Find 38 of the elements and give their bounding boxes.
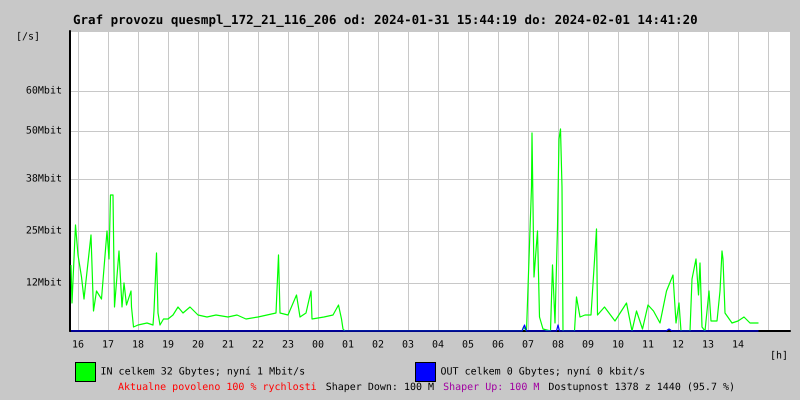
text: Dostupnost 1378 z 1440 (95.7 %) — [548, 382, 736, 393]
x-tick-label: 08 — [552, 340, 564, 350]
x-tick-label: 03 — [402, 340, 414, 350]
y-tick-label: 25Mbit — [26, 226, 62, 236]
x-tick-label: 05 — [462, 340, 474, 350]
x-tick-label: 13 — [702, 340, 714, 350]
x-axis-title: [h] — [770, 350, 788, 362]
x-tick-label: 20 — [192, 340, 204, 350]
legend-label: OUT celkem 0 Gbytes; nyní 0 kbit/s — [440, 366, 646, 378]
x-tick-label: 11 — [642, 340, 654, 350]
x-tick-label: 14 — [732, 340, 744, 350]
x-tick-label: 22 — [252, 340, 264, 350]
x-tick-label: 04 — [432, 340, 444, 350]
x-tick-label: 10 — [612, 340, 624, 350]
x-tick-label: 02 — [372, 340, 384, 350]
text: Shaper Down: 100 M — [326, 382, 434, 393]
x-tick-label: 16 — [72, 340, 84, 350]
legend-label: IN celkem 32 Gbytes; nyní 1 Mbit/s — [100, 366, 306, 378]
x-tick-label: 01 — [342, 340, 354, 350]
x-tick-label: 18 — [132, 340, 144, 350]
y-axis-title: [/s] — [16, 32, 40, 42]
x-tick-label: 19 — [162, 340, 174, 350]
x-tick-label: 07 — [522, 340, 534, 350]
text: Aktualne povoleno 100 % rychlosti — [118, 382, 317, 393]
y-tick-label: 50Mbit — [26, 126, 62, 136]
x-tick-label: 09 — [582, 340, 594, 350]
y-tick-label: 60Mbit — [26, 86, 62, 96]
x-tick-label: 06 — [492, 340, 504, 350]
x-tick-label: 23 — [282, 340, 294, 350]
x-tick-label: 00 — [312, 340, 324, 350]
line-series — [70, 128, 760, 332]
chart-title: Graf provozu quesmpl_172_21_116_206 od: 2024-01-31 15:44:19 do: 2024-02-01 14:41:20 — [73, 12, 698, 27]
text: Shaper Up: 100 M — [443, 382, 540, 393]
x-tick-label: 21 — [222, 340, 234, 350]
y-tick-label: 12Mbit — [26, 278, 62, 288]
y-tick-label: 38Mbit — [26, 174, 62, 184]
x-tick-label: 12 — [672, 340, 684, 350]
x-tick-label: 17 — [102, 340, 114, 350]
